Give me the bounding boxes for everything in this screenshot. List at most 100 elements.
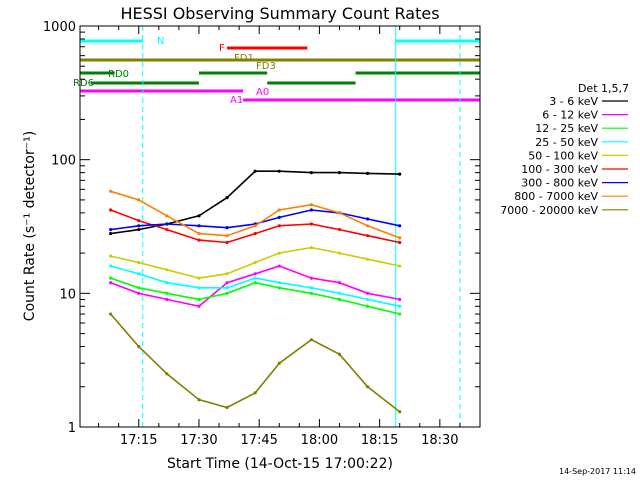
x-tick-label: 17:45 xyxy=(240,433,277,448)
chart-title: HESSI Observing Summary Count Rates xyxy=(120,4,439,23)
data-point xyxy=(109,264,113,268)
data-point xyxy=(253,391,257,395)
data-point xyxy=(137,286,141,290)
data-point xyxy=(365,291,370,295)
data-point xyxy=(309,286,313,290)
flag-label-fd3: FD3 xyxy=(256,61,276,72)
data-point xyxy=(309,245,313,250)
data-point xyxy=(109,227,113,232)
data-point xyxy=(197,224,201,228)
legend-label: 50 - 100 keV xyxy=(528,149,598,162)
data-point xyxy=(225,196,229,200)
data-point xyxy=(365,224,370,228)
data-point xyxy=(109,254,113,258)
legend-label: 25 - 50 keV xyxy=(535,136,598,149)
data-point xyxy=(337,291,342,295)
flag-label-rd0: RD0 xyxy=(108,69,129,80)
data-point xyxy=(365,257,370,261)
data-point xyxy=(309,171,313,175)
data-point xyxy=(165,222,169,226)
data-point xyxy=(137,198,141,202)
data-point xyxy=(398,236,402,240)
data-point xyxy=(337,352,342,356)
data-point xyxy=(309,203,313,207)
data-point xyxy=(337,281,342,285)
data-point xyxy=(197,276,201,280)
data-point xyxy=(109,276,113,280)
data-point xyxy=(309,222,313,226)
data-point xyxy=(197,398,201,402)
data-point xyxy=(253,224,257,228)
data-point xyxy=(365,171,370,175)
series-line xyxy=(110,265,400,308)
data-point xyxy=(365,385,370,389)
data-point xyxy=(197,304,201,308)
data-point xyxy=(165,214,169,218)
data-point xyxy=(225,281,229,285)
series-line xyxy=(109,313,401,413)
series-line xyxy=(110,265,400,308)
x-tick-label: 18:30 xyxy=(421,433,458,448)
data-point xyxy=(398,304,402,308)
data-point xyxy=(398,410,402,414)
data-point xyxy=(277,169,281,173)
ticks: 17:15 17:30 17:45 18:00 18:15 18:30 1 10 100 1000 xyxy=(43,20,481,448)
data-point xyxy=(197,231,201,236)
x-tick-label: 17:15 xyxy=(120,433,157,448)
data-point xyxy=(109,189,113,193)
data-point xyxy=(197,238,201,242)
data-point xyxy=(197,297,201,302)
data-point xyxy=(365,234,370,238)
legend-label: 7000 - 20000 keV xyxy=(500,204,598,217)
data-point xyxy=(277,215,281,219)
data-point xyxy=(365,297,370,302)
data-point xyxy=(109,312,113,316)
plot-frame xyxy=(79,25,481,428)
y-axis-label: Count Rate (s⁻¹ detector⁻¹) xyxy=(22,131,38,321)
data-point xyxy=(309,291,313,295)
data-point xyxy=(309,276,313,280)
y-tick-label: 1000 xyxy=(43,20,76,35)
x-tick-label: 17:30 xyxy=(180,433,217,448)
data-point xyxy=(109,281,113,285)
data-point xyxy=(253,272,257,276)
data-point xyxy=(197,286,201,290)
y-tick-label: 10 xyxy=(59,287,76,302)
data-point xyxy=(165,291,169,295)
data-point xyxy=(253,276,257,280)
data-point xyxy=(225,405,229,410)
data-point xyxy=(137,260,141,265)
data-point xyxy=(398,312,402,316)
data-point xyxy=(109,231,113,236)
series-line xyxy=(110,190,400,239)
data-point xyxy=(165,268,169,272)
x-axis-label: Start Time (14-Oct-15 17:00:22) xyxy=(167,456,393,472)
data-point xyxy=(225,234,229,238)
data-point xyxy=(337,251,342,255)
flag-label-a0: A0 xyxy=(256,87,269,98)
data-point xyxy=(398,297,402,302)
legend-label: 6 - 12 keV xyxy=(542,109,598,122)
legend-label: 3 - 6 keV xyxy=(549,95,598,108)
data-point xyxy=(337,171,342,175)
footer-date: 14-Sep-2017 11:14 xyxy=(559,467,636,476)
data-point xyxy=(398,264,402,268)
data-point xyxy=(337,227,342,232)
data-point xyxy=(137,227,141,232)
data-point xyxy=(398,172,402,176)
flag-label-a1: A1 xyxy=(230,95,243,106)
data-point xyxy=(309,208,313,212)
flag-label-rd6: RD6 xyxy=(73,78,94,89)
data-point xyxy=(137,272,141,276)
data-point xyxy=(165,297,169,302)
data-point xyxy=(165,281,169,285)
data-point xyxy=(225,291,229,295)
data-point xyxy=(225,272,229,276)
data-point xyxy=(309,338,313,342)
data-point xyxy=(225,286,229,290)
data-point xyxy=(277,208,281,212)
data-point xyxy=(277,281,281,285)
x-tick-label: 18:00 xyxy=(301,433,338,448)
data-point xyxy=(197,214,201,218)
